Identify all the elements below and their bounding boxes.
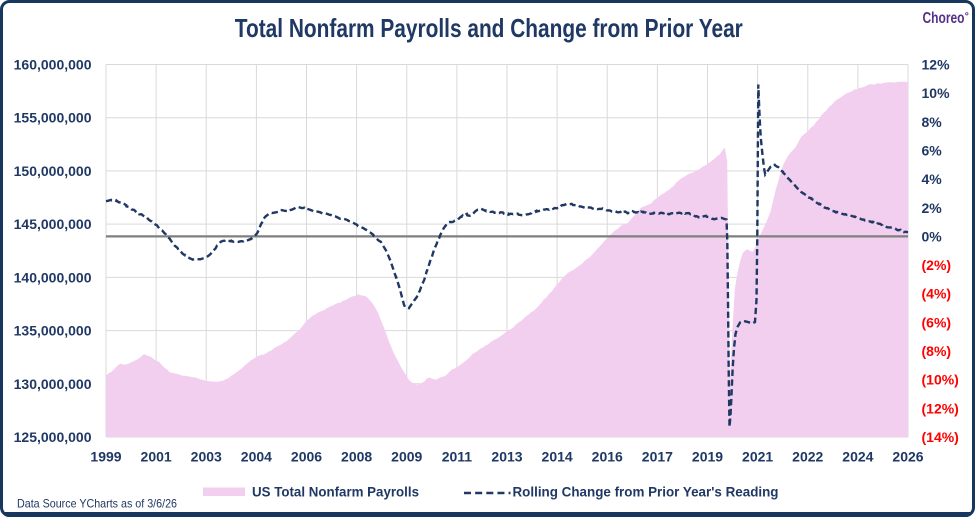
svg-text:155,000,000: 155,000,000 [14, 110, 92, 126]
svg-text:8%: 8% [922, 114, 943, 130]
svg-text:Total Nonfarm Payrolls and Cha: Total Nonfarm Payrolls and Change from P… [235, 13, 743, 43]
svg-text:(8%): (8%) [922, 343, 952, 359]
svg-text:2008: 2008 [341, 449, 372, 465]
svg-text:135,000,000: 135,000,000 [14, 323, 92, 339]
svg-text:Rolling Change from Prior Year: Rolling Change from Prior Year's Reading [513, 484, 779, 500]
svg-text:10%: 10% [922, 85, 951, 101]
svg-text:6%: 6% [922, 142, 943, 158]
svg-text:2021: 2021 [742, 449, 773, 465]
svg-text:12%: 12% [922, 57, 951, 73]
svg-text:2026: 2026 [892, 449, 923, 465]
svg-text:2024: 2024 [842, 449, 873, 465]
svg-text:(2%): (2%) [922, 257, 952, 273]
svg-text:125,000,000: 125,000,000 [14, 429, 92, 445]
svg-text:2%: 2% [922, 200, 943, 216]
svg-text:1999: 1999 [90, 449, 121, 465]
svg-text:2003: 2003 [191, 449, 222, 465]
svg-text:(14%): (14%) [922, 429, 959, 445]
svg-text:2009: 2009 [391, 449, 422, 465]
svg-text:US Total Nonfarm Payrolls: US Total Nonfarm Payrolls [252, 484, 419, 500]
svg-text:2001: 2001 [141, 449, 172, 465]
svg-text:2011: 2011 [442, 449, 473, 465]
svg-text:Data Source YCharts as of 3/6/: Data Source YCharts as of 3/6/26 [17, 497, 177, 511]
svg-text:2017: 2017 [642, 449, 673, 465]
svg-text:Choreo: Choreo [923, 10, 965, 27]
svg-text:4%: 4% [922, 171, 943, 187]
svg-text:(6%): (6%) [922, 314, 952, 330]
svg-text:2004: 2004 [241, 449, 272, 465]
svg-text:2006: 2006 [291, 449, 322, 465]
svg-text:(4%): (4%) [922, 286, 952, 302]
svg-text:2014: 2014 [542, 449, 573, 465]
svg-text:145,000,000: 145,000,000 [14, 216, 92, 232]
svg-text:160,000,000: 160,000,000 [14, 57, 92, 73]
svg-text:2022: 2022 [792, 449, 823, 465]
svg-text:(12%): (12%) [922, 400, 959, 416]
svg-text:(10%): (10%) [922, 372, 959, 388]
svg-text:2019: 2019 [692, 449, 723, 465]
svg-text:0%: 0% [922, 228, 943, 244]
svg-text:140,000,000: 140,000,000 [14, 269, 92, 285]
svg-text:2016: 2016 [592, 449, 623, 465]
svg-text:130,000,000: 130,000,000 [14, 376, 92, 392]
svg-text:2013: 2013 [491, 449, 522, 465]
svg-text:150,000,000: 150,000,000 [14, 163, 92, 179]
